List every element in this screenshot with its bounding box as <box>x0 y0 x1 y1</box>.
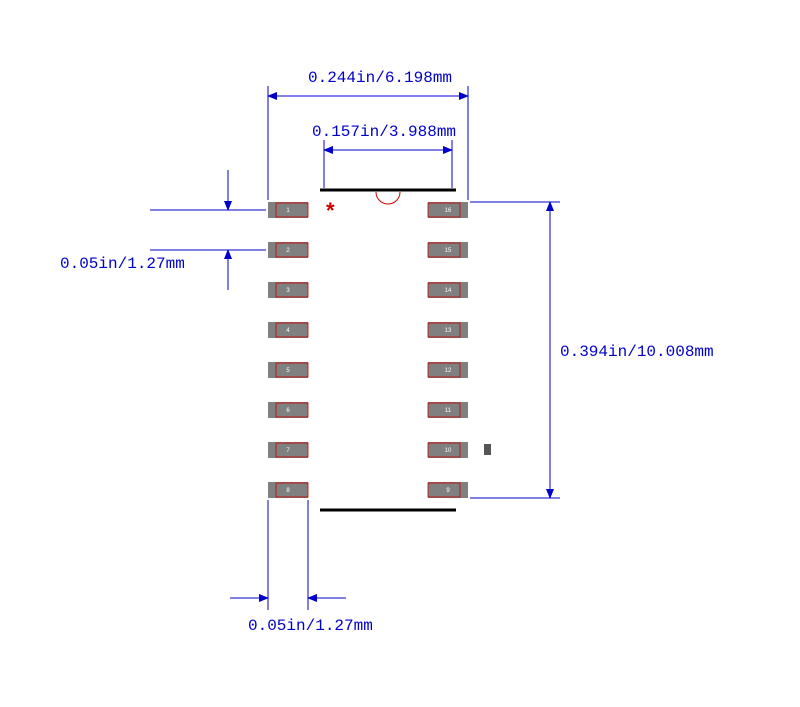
pad-5: 5 <box>268 362 308 378</box>
dim-pad-length-label: 0.05in/1.27mm <box>248 617 373 635</box>
pad-14: 14 <box>428 282 468 298</box>
pad-number-16: 16 <box>445 208 452 214</box>
pad-13: 13 <box>428 322 468 338</box>
dim-overall-height-label: 0.394in/10.008mm <box>560 343 714 361</box>
pad-1: 1 <box>268 202 308 218</box>
dim-pin-pitch-label: 0.05in/1.27mm <box>60 255 185 273</box>
pad-3: 3 <box>268 282 308 298</box>
pad-12: 12 <box>428 362 468 378</box>
pads-right: 16 15 14 13 12 11 10 9 <box>428 202 468 498</box>
pad-2: 2 <box>268 242 308 258</box>
pad-16: 16 <box>428 202 468 218</box>
pad-number-13: 13 <box>445 328 452 334</box>
pad-15: 15 <box>428 242 468 258</box>
pad-7: 7 <box>268 442 308 458</box>
pad-6: 6 <box>268 402 308 418</box>
dim-overall-height: 0.394in/10.008mm <box>470 202 714 498</box>
pad-number-15: 15 <box>445 248 452 254</box>
dim-body-width: 0.157in/3.988mm <box>312 123 456 188</box>
pad-11: 11 <box>428 402 468 418</box>
pad-8: 8 <box>268 482 308 498</box>
orientation-notch <box>376 192 400 204</box>
dim-pad-length: 0.05in/1.27mm <box>230 500 373 635</box>
dim-body-width-label: 0.157in/3.988mm <box>312 123 456 141</box>
footprint-diagram: 12345678 161514131211109 * 0.244in/6.198… <box>0 0 800 707</box>
pad-number-14: 14 <box>445 288 452 294</box>
pad-number-11: 11 <box>445 408 452 414</box>
pad-10: 10 <box>428 442 468 458</box>
pads-left: 1 2 3 4 5 6 7 8 <box>268 202 308 498</box>
pad-9: 9 <box>428 482 468 498</box>
fiducial-mark <box>484 444 491 455</box>
pad-4: 4 <box>268 322 308 338</box>
pad-number-10: 10 <box>445 448 452 454</box>
pad-number-12: 12 <box>445 368 452 374</box>
dim-pin-pitch: 0.05in/1.27mm <box>60 170 266 290</box>
pin1-marker: * <box>326 198 335 223</box>
dim-overall-width-label: 0.244in/6.198mm <box>308 69 452 87</box>
